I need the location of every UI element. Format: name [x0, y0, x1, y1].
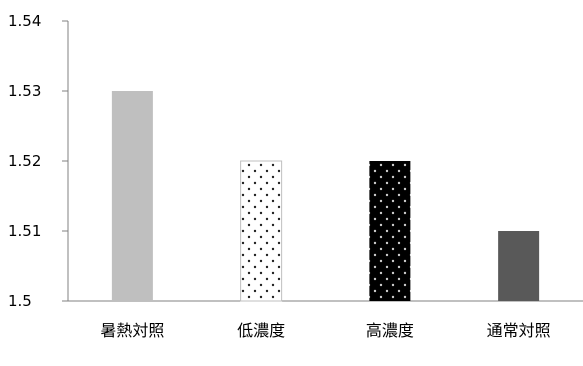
x-category-label: 暑熱対照 — [100, 321, 164, 340]
y-tick-label: 1.52 — [8, 152, 41, 170]
y-tick-label: 1.5 — [8, 292, 32, 310]
bar-1 — [111, 91, 153, 301]
x-category-label: 通常対照 — [487, 321, 551, 340]
y-tick-label: 1.53 — [8, 82, 41, 100]
bar-3 — [369, 161, 411, 301]
bar-2 — [240, 160, 283, 302]
y-tick-label: 1.54 — [8, 12, 41, 30]
x-category-label: 低濃度 — [237, 321, 285, 340]
y-tick-label: 1.51 — [8, 222, 41, 240]
x-category-label: 高濃度 — [366, 321, 414, 340]
bars — [111, 91, 540, 302]
axes — [62, 20, 583, 302]
bar-4 — [498, 231, 540, 301]
labels: 1.5 1.51 1.52 1.53 1.54 暑熱対照 低濃度 高濃度 通常対照 — [8, 12, 551, 340]
